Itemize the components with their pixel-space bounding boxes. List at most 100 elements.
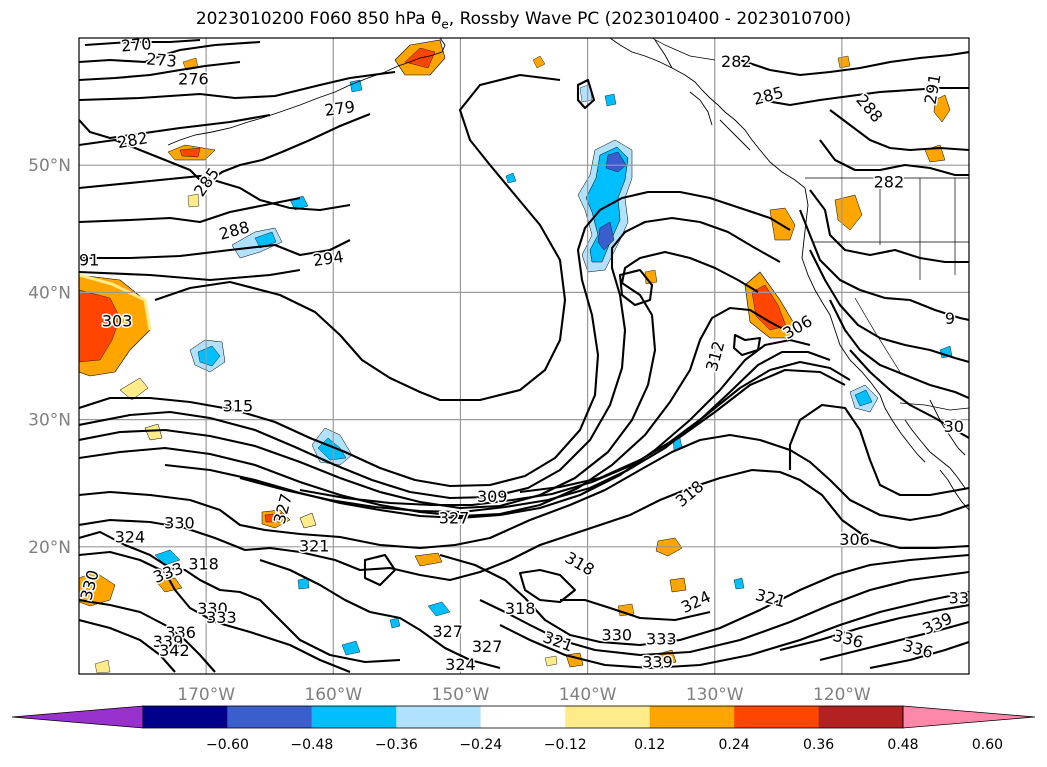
map-title: 2023010200 F060 850 hPa θe, Rossby Wave … <box>0 9 1047 31</box>
colorbar-tick-label: 0.24 <box>719 737 750 753</box>
contour-line <box>79 618 176 673</box>
contour-line <box>79 60 241 82</box>
contour-line <box>79 239 351 260</box>
coastline-mexico <box>939 469 969 511</box>
contour-line <box>779 603 969 652</box>
coastline-west-us <box>801 187 926 463</box>
anomaly-patch <box>119 377 149 401</box>
contour-label: 9 <box>945 309 955 328</box>
colorbar-segment <box>649 706 735 728</box>
anomaly-patch <box>427 601 451 617</box>
contour-line <box>84 38 201 47</box>
anomaly-patch <box>604 93 617 107</box>
title-rest: , Rossby Wave PC (2023010400 - 202301070… <box>448 9 852 29</box>
coastline-bc-islands <box>654 39 751 151</box>
contour-label: 30 <box>944 417 964 436</box>
contour-line <box>79 530 401 664</box>
contour-line <box>79 190 791 488</box>
anomaly-patch <box>264 512 283 523</box>
anomaly-patch <box>179 147 201 158</box>
contour-line <box>154 73 567 402</box>
colorbar: −0.60 −0.48 −0.36 −0.24 −0.12 0.12 0.24 0.36 0.4… <box>11 705 1036 753</box>
colorbar-tick-label: −0.24 <box>459 737 502 753</box>
lon-tick-label: 120°W <box>813 685 871 705</box>
anomaly-patch <box>532 55 546 69</box>
contour-label: 333 <box>151 559 186 587</box>
colorbar-segment <box>480 706 566 728</box>
contour-line <box>79 268 301 282</box>
contour-label: 279 <box>323 97 356 120</box>
colorbar-over-extension <box>902 705 1036 729</box>
contour-label: 306 <box>839 530 870 549</box>
anomaly-patch <box>579 83 593 103</box>
contour-label: 339 <box>153 632 184 651</box>
lat-tick-label: 30°N <box>28 411 71 431</box>
title-main: 2023010200 F060 850 hPa θ <box>195 9 442 29</box>
contour-label: 282 <box>874 173 905 192</box>
contour-line <box>799 209 969 322</box>
contour-line <box>79 40 261 64</box>
contour-label: 327 <box>472 637 503 656</box>
contour-label: 324 <box>115 528 146 547</box>
contour-label: 303 <box>102 311 133 330</box>
lat-tick-label: 40°N <box>28 283 71 303</box>
contour-line <box>79 550 351 673</box>
lon-tick-label: 140°W <box>559 685 617 705</box>
colorbar-tick-label: 0.48 <box>887 737 918 753</box>
contour-line <box>819 620 969 662</box>
coastline-gulf-california <box>929 399 966 456</box>
anomaly-patch <box>187 193 200 208</box>
anomaly-patch <box>349 79 363 93</box>
contour-line <box>439 553 969 647</box>
coastline-aleutians <box>167 65 399 146</box>
contour-line <box>499 590 969 670</box>
colorbar-tick-label: −0.60 <box>206 737 249 753</box>
contour-label: 339 <box>642 652 673 671</box>
colorbar-segment <box>311 706 397 728</box>
anomaly-patch <box>933 94 951 123</box>
anomaly-patch <box>669 577 687 593</box>
anomaly-patch <box>389 617 401 629</box>
coastline-alaska-peninsula <box>397 38 446 67</box>
negative-anomaly-patches <box>154 79 953 656</box>
anomaly-patch <box>605 151 627 173</box>
contour-label: 309 <box>477 487 508 506</box>
title-subscript: e <box>441 17 449 32</box>
contour-label: 270 <box>120 34 152 56</box>
colorbar-segment <box>565 706 650 728</box>
state-border <box>919 178 956 280</box>
anomaly-patch <box>769 207 796 241</box>
anomaly-patch <box>79 571 116 607</box>
contour-line <box>732 333 762 357</box>
colorbar-tick-label: −0.48 <box>290 737 333 753</box>
contour-label: 294 <box>312 247 345 270</box>
anomaly-patch <box>299 512 317 529</box>
contour-line <box>79 433 969 550</box>
contour-line <box>79 250 759 510</box>
contour-line <box>576 78 596 110</box>
lon-tick-label: 150°W <box>432 685 490 705</box>
theta-e-contours <box>79 38 969 673</box>
map-frame <box>78 37 970 675</box>
anomaly-patch <box>834 194 863 231</box>
contour-label: 321 <box>541 627 576 655</box>
colorbar-under-extension <box>11 705 144 729</box>
lon-tick-label: 170°W <box>177 685 235 705</box>
contour-line <box>849 349 969 439</box>
contour-line <box>79 113 271 140</box>
contour-label: 330 <box>164 514 195 533</box>
contour-line <box>739 50 969 77</box>
axis-labels: 170°W 160°W 150°W 140°W 130°W 120°W 50°N 40°N 30… <box>28 156 871 705</box>
contour-label: 327 <box>270 492 296 526</box>
contour-line <box>518 568 577 604</box>
anomaly-patch <box>837 55 851 69</box>
colorbar-segment <box>818 706 903 728</box>
alaska-canada-border <box>651 38 716 61</box>
anomaly-patch <box>197 345 221 367</box>
contour-label: 276 <box>178 70 209 89</box>
contour-label: 318 <box>672 477 708 511</box>
colorbar-tick-label: 0.60 <box>972 737 1003 753</box>
contour-label: 342 <box>159 641 190 660</box>
colorbar-segment <box>143 706 228 728</box>
anomaly-patch <box>94 659 111 674</box>
